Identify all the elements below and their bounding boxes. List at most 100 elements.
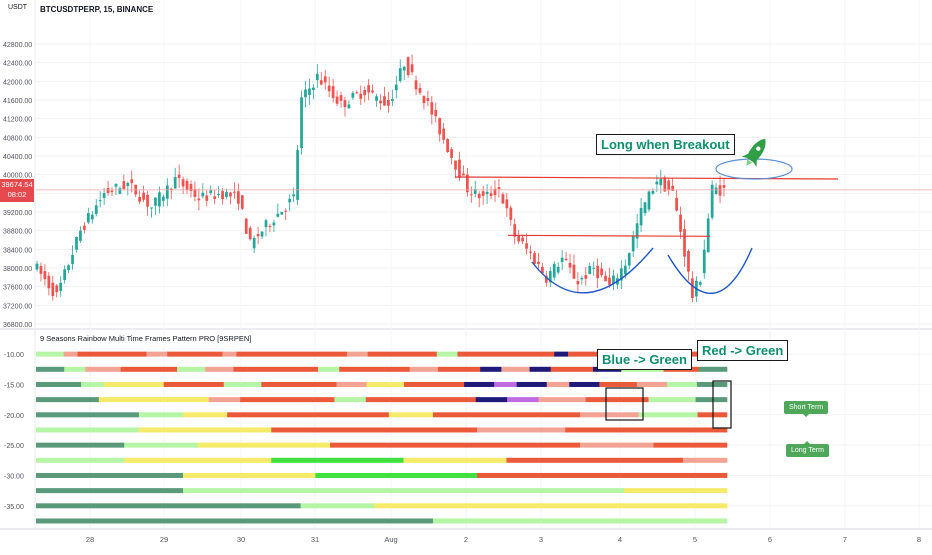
rocket-flame <box>746 159 753 166</box>
heatmap-segment <box>585 397 649 403</box>
candle-body <box>323 76 327 83</box>
heatmap-segment <box>36 472 184 478</box>
candle-body <box>675 198 678 211</box>
candle-body <box>710 184 714 218</box>
candle-body <box>426 98 430 101</box>
price-tick-label: 40000.00 <box>3 173 32 180</box>
candle-body <box>390 98 394 101</box>
candle-body <box>580 277 584 280</box>
candle-body <box>394 84 398 91</box>
heatmap-segment <box>81 381 104 387</box>
candle-body <box>288 198 292 203</box>
left-bottom-curve <box>531 247 654 294</box>
heatmap-segment <box>138 427 272 433</box>
heatmap-segment <box>77 351 147 357</box>
heatmap-segment <box>501 366 530 372</box>
heatmap-rows-group <box>36 351 728 524</box>
indicator-title[interactable]: 9 Seasons Rainbow Multi Time Frames Patt… <box>40 334 252 343</box>
heatmap-segment <box>36 488 184 494</box>
last-price-value: 39674.54 <box>1 179 33 189</box>
time-tick-label: 4 <box>618 535 622 544</box>
candle-body <box>335 96 339 104</box>
candle-body <box>639 207 643 226</box>
candle-body <box>177 174 181 179</box>
heatmap-segment <box>516 381 548 387</box>
candle-body <box>169 188 173 190</box>
heatmap-segment <box>339 366 411 372</box>
candle-body <box>236 191 240 204</box>
candle-body <box>83 225 86 230</box>
candle-body <box>217 194 220 196</box>
heatmap-segment <box>36 381 82 387</box>
indicator-tick-label: -10.00 <box>4 352 24 359</box>
candle-body <box>592 267 596 269</box>
candle-body <box>473 188 477 195</box>
heatmap-segment <box>636 381 668 387</box>
candle-body <box>339 95 343 101</box>
candle-body <box>552 263 556 278</box>
candle-body <box>655 181 659 185</box>
candle-body <box>706 218 710 253</box>
heatmap-segment <box>36 457 125 463</box>
candle-body <box>576 280 580 285</box>
price-tick-label: 40800.00 <box>3 135 32 142</box>
heatmap-segment <box>477 472 728 478</box>
candle-body <box>608 277 611 285</box>
candle-body <box>355 92 359 94</box>
candle-body <box>560 257 564 263</box>
candle-body <box>714 187 718 194</box>
heatmap-segment <box>366 381 405 387</box>
candle-body <box>513 224 517 237</box>
candle-body <box>331 86 335 99</box>
candle-body <box>264 220 268 227</box>
candle-body <box>75 236 78 250</box>
candle-body <box>102 193 106 198</box>
heatmap-segment <box>475 397 508 403</box>
candle-body <box>517 235 521 242</box>
candle-body <box>663 177 667 192</box>
time-tick-label: 28 <box>86 535 94 544</box>
price-tick-label: 38000.00 <box>3 266 32 273</box>
candle-body <box>533 253 536 264</box>
heatmap-segment <box>666 381 698 387</box>
candle-body <box>351 92 355 98</box>
unit-label: USDT <box>8 4 28 11</box>
price-tick-label: 38800.00 <box>3 229 32 236</box>
candle-body <box>454 160 457 170</box>
symbol-title[interactable]: BTCUSDTPERP, 15, BINANCE <box>40 5 154 14</box>
heatmap-segment <box>367 351 438 357</box>
candle-body <box>568 262 572 268</box>
candle-body <box>465 174 469 193</box>
heatmap-segment <box>477 427 566 433</box>
candle-body <box>438 118 442 135</box>
candle-body <box>292 194 296 197</box>
candle-body <box>114 184 118 187</box>
candle-body <box>493 188 497 196</box>
heatmap-segment <box>120 366 178 372</box>
heatmap-segment <box>648 397 696 403</box>
heatmap-segment <box>554 351 569 357</box>
candle-body <box>489 193 493 196</box>
candle-body <box>86 213 90 223</box>
heatmap-segment <box>183 412 228 418</box>
candle-body <box>434 109 438 117</box>
heatmap-segment <box>146 351 168 357</box>
heatmap-segment <box>64 366 86 372</box>
heatmap-segment <box>330 442 581 448</box>
candle-body <box>319 80 323 85</box>
candle-body <box>722 185 726 188</box>
candle-body <box>584 275 588 279</box>
candle-body <box>687 251 690 272</box>
candle-body <box>529 251 532 253</box>
candle-body <box>446 138 449 153</box>
candle-body <box>51 282 55 296</box>
candle-body <box>537 261 540 265</box>
long-term-tag: Long Term <box>786 441 829 457</box>
candle-body <box>98 200 102 202</box>
heatmap-segment <box>240 397 335 403</box>
callout-blue-green: Blue -> Green <box>597 349 692 370</box>
candle-body <box>248 227 252 240</box>
heatmap-segment <box>365 397 477 403</box>
candle-body <box>469 194 473 196</box>
